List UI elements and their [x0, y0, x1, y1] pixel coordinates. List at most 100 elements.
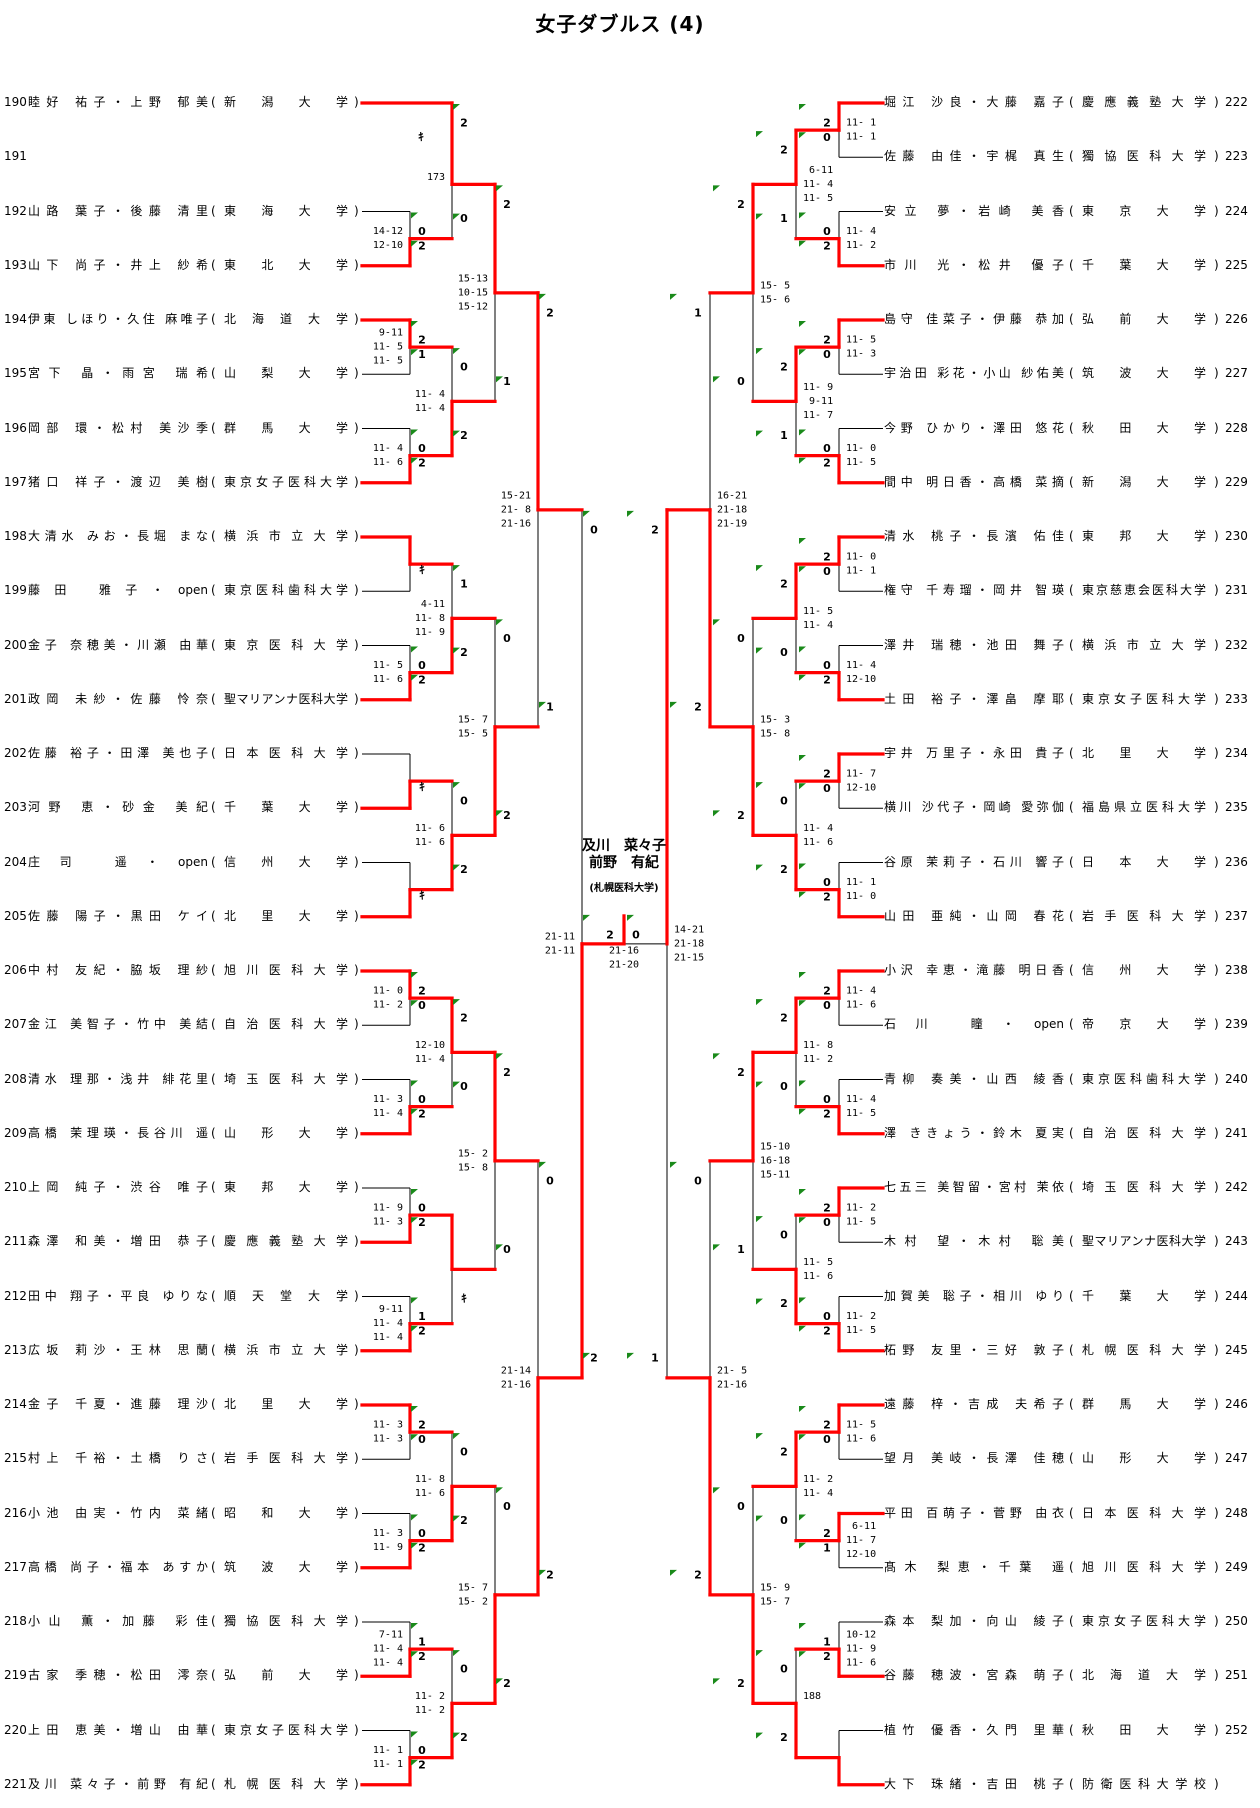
- final-game-score: 21-20: [609, 959, 639, 970]
- entry-players: 広坂 莉沙・王林 思蘭: [28, 1342, 208, 1357]
- progress-flag-icon: [411, 1080, 418, 1087]
- match-result-top: 2: [418, 985, 426, 998]
- progress-flag-icon: [799, 349, 806, 356]
- game-score: 11- 7: [803, 410, 833, 421]
- game-score: 12-10: [846, 674, 876, 685]
- entry-players: 望月 美岐・長澤 佳穂: [884, 1451, 1064, 1466]
- progress-flag-icon: [799, 457, 806, 464]
- progress-flag-icon: [713, 376, 720, 383]
- entry-university: 自治医科大学: [1082, 1125, 1206, 1140]
- match-result-top: 2: [460, 1012, 468, 1025]
- match-result-top: 1: [418, 1636, 426, 1649]
- progress-flag-icon: [670, 701, 677, 708]
- game-score: 11- 6: [373, 674, 403, 685]
- entry-row: 島守 佳菜子・伊藤 恭加 (弘前大学) 226: [884, 310, 1248, 328]
- progress-flag-icon: [799, 755, 806, 761]
- paren-open: (: [1069, 746, 1074, 760]
- paren-close: ): [354, 312, 359, 326]
- paren-close: ): [354, 203, 359, 218]
- progress-flag-icon: [627, 510, 634, 517]
- paren-open: (: [211, 95, 216, 109]
- paren-close: ): [354, 1180, 359, 1194]
- progress-flag-icon: [713, 1244, 720, 1251]
- progress-flag-icon: [453, 782, 460, 789]
- progress-flag-icon: [670, 293, 677, 300]
- game-score: 11- 4: [373, 1332, 403, 1343]
- progress-flag-icon: [713, 619, 720, 626]
- entry-number: 210: [4, 1180, 27, 1194]
- progress-flag-icon: [756, 348, 763, 355]
- progress-flag-icon: [411, 1731, 418, 1738]
- progress-flag-icon: [713, 1053, 720, 1060]
- paren-close: ): [354, 1071, 359, 1086]
- paren-close: ): [1214, 637, 1219, 652]
- match-result-bottom: 2: [418, 1324, 426, 1337]
- entry-players: 谷藤 穂波・宮森 萌子: [884, 1668, 1064, 1683]
- paren-close: ): [354, 1451, 359, 1466]
- match-result-top: 0: [418, 659, 426, 672]
- paren-close: ): [354, 529, 359, 543]
- progress-flag-icon: [411, 1325, 418, 1332]
- entry-number: 217: [4, 1559, 27, 1574]
- match-result-bottom: 2: [823, 456, 831, 469]
- match-result-top: 2: [823, 1527, 831, 1540]
- entry-row: 谷原 茉莉子・石川 響子 (日本大学) 236: [884, 853, 1248, 871]
- game-score: 21-16: [501, 518, 531, 529]
- winner-lines: [360, 101, 885, 1787]
- progress-flag-icon: [453, 1732, 460, 1739]
- paren-close: ): [1214, 854, 1219, 869]
- entry-row: 望月 美岐・長澤 佳穂 (山形大学) 247: [884, 1449, 1248, 1467]
- match-result-top: 2: [503, 198, 511, 211]
- entry-row: 加賀美 聡子・相川 ゆり (千葉大学) 244: [884, 1287, 1248, 1305]
- game-score: 4-11: [415, 599, 445, 610]
- match-result-top: 1: [418, 1310, 426, 1323]
- entry-number: 241: [1225, 1125, 1248, 1140]
- progress-flag-icon: [496, 619, 503, 626]
- champion-box: 及川 菜々子 前野 有紀 (札幌医科大学): [564, 838, 684, 897]
- entry-number: 200: [4, 637, 27, 652]
- entry-number: 211: [4, 1234, 27, 1249]
- entry-university: 獨協医科大学: [1082, 149, 1206, 164]
- entry-players: 小山 薫・加藤 彩佳: [28, 1614, 208, 1628]
- entry-university: 筑波大学: [224, 1559, 348, 1574]
- paren-close: ): [1214, 1722, 1219, 1737]
- paren-open: (: [1069, 366, 1074, 381]
- entry-row: 213 広坂 莉沙・王林 思蘭(横浜市立大学): [4, 1341, 366, 1359]
- paren-open: (: [1069, 1668, 1074, 1683]
- game-score: 11- 6: [803, 1271, 833, 1282]
- match-result-top: 2: [823, 551, 831, 564]
- entry-university: 新潟大学: [224, 95, 348, 109]
- match-result-top: 2: [780, 1012, 788, 1025]
- entry-number: 207: [4, 1017, 27, 1032]
- progress-flag-icon: [799, 104, 806, 110]
- entry-university: 帝京大学: [1082, 1017, 1206, 1032]
- entry-players: 村上 千裕・土橋 りさ: [28, 1451, 208, 1466]
- entry-university: 山形大学: [1082, 1451, 1206, 1466]
- entry-university: 北海道大学: [1082, 1668, 1206, 1683]
- entry-players: 清水 桃子・長濱 佑佳: [884, 529, 1064, 543]
- paren-close: ): [354, 1668, 359, 1683]
- match-result-bottom: 2: [737, 1677, 745, 1690]
- paren-open: (: [1069, 1614, 1074, 1628]
- progress-flag-icon: [453, 430, 460, 437]
- match-result-top: 0: [460, 795, 468, 808]
- entry-number: 230: [1225, 529, 1248, 543]
- game-score: 12-10: [846, 783, 876, 794]
- champion-university: (札幌医科大学): [589, 883, 659, 894]
- match-result-bottom: 0: [418, 999, 426, 1012]
- match-result-bottom: 2: [460, 1514, 468, 1527]
- game-score: 11- 2: [415, 1691, 445, 1702]
- progress-flag-icon: [411, 1434, 418, 1441]
- entry-university: 北里大学: [224, 1397, 348, 1411]
- game-score: 15- 7: [458, 1582, 488, 1593]
- entry-university: 慶應義塾大学: [1082, 95, 1206, 109]
- match-result-top: 1: [823, 1636, 831, 1649]
- match-result-bottom: 2: [418, 239, 426, 252]
- entry-number: 221: [4, 1776, 27, 1791]
- paren-open: (: [1069, 1234, 1074, 1249]
- entry-number: 202: [4, 746, 27, 760]
- entry-players: 河野 恵・砂金 美紀: [28, 800, 208, 815]
- entry-number: 228: [1225, 420, 1248, 435]
- match-result-top: 0: [780, 1663, 788, 1676]
- entry-players: 佐藤 由佳・宇梶 真生: [884, 149, 1064, 164]
